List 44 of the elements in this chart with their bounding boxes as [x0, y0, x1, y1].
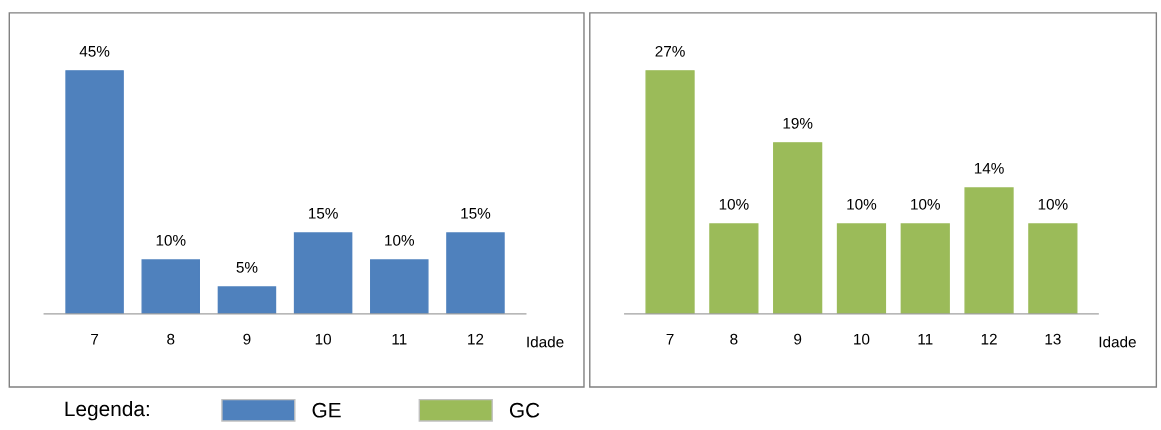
data-label: 27% — [655, 45, 685, 57]
legend-label: GC — [509, 402, 540, 418]
bar — [709, 223, 759, 314]
legend-title: Legenda: — [65, 400, 149, 421]
bar — [1028, 223, 1078, 314]
bar — [645, 70, 695, 314]
x-tick-label: 7 — [666, 333, 674, 345]
bar — [370, 259, 429, 314]
x-tick-label: 8 — [167, 333, 175, 345]
x-tick-label: 11 — [392, 333, 407, 345]
x-tick-label: 10 — [854, 333, 870, 345]
x-tick-label: 13 — [1045, 333, 1061, 345]
x-tick-label: 7 — [91, 333, 99, 345]
data-label: 10% — [911, 198, 940, 210]
data-label: 10% — [156, 234, 186, 246]
bar — [293, 232, 353, 314]
x-axis-title: Idade — [1099, 336, 1136, 348]
bar — [65, 70, 124, 314]
data-label: 5% — [236, 262, 258, 273]
data-label: 10% — [1038, 198, 1068, 210]
x-axis-title: Idade — [527, 336, 564, 348]
data-label: 10% — [847, 198, 877, 210]
x-tick-label: 11 — [918, 333, 933, 345]
data-label: 19% — [783, 117, 813, 129]
bar — [141, 259, 201, 314]
data-label: 15% — [308, 208, 338, 219]
x-tick-label: 10 — [315, 333, 332, 345]
data-label: 10% — [385, 234, 415, 246]
bar — [773, 142, 823, 314]
bar — [836, 223, 887, 314]
data-label: 10% — [719, 198, 749, 210]
bar — [900, 223, 950, 314]
x-tick-label: 12 — [468, 333, 484, 345]
x-tick-label: 9 — [794, 333, 802, 345]
x-tick-label: 12 — [981, 333, 997, 345]
x-tick-label: 9 — [243, 333, 251, 345]
data-label: 45% — [79, 45, 110, 57]
bar — [964, 187, 1014, 314]
legend-label: GE — [312, 402, 341, 418]
bar — [217, 286, 277, 314]
data-label: 14% — [974, 162, 1004, 174]
x-tick-label: 8 — [730, 333, 738, 345]
data-label: 15% — [461, 208, 491, 219]
bar — [446, 232, 505, 314]
